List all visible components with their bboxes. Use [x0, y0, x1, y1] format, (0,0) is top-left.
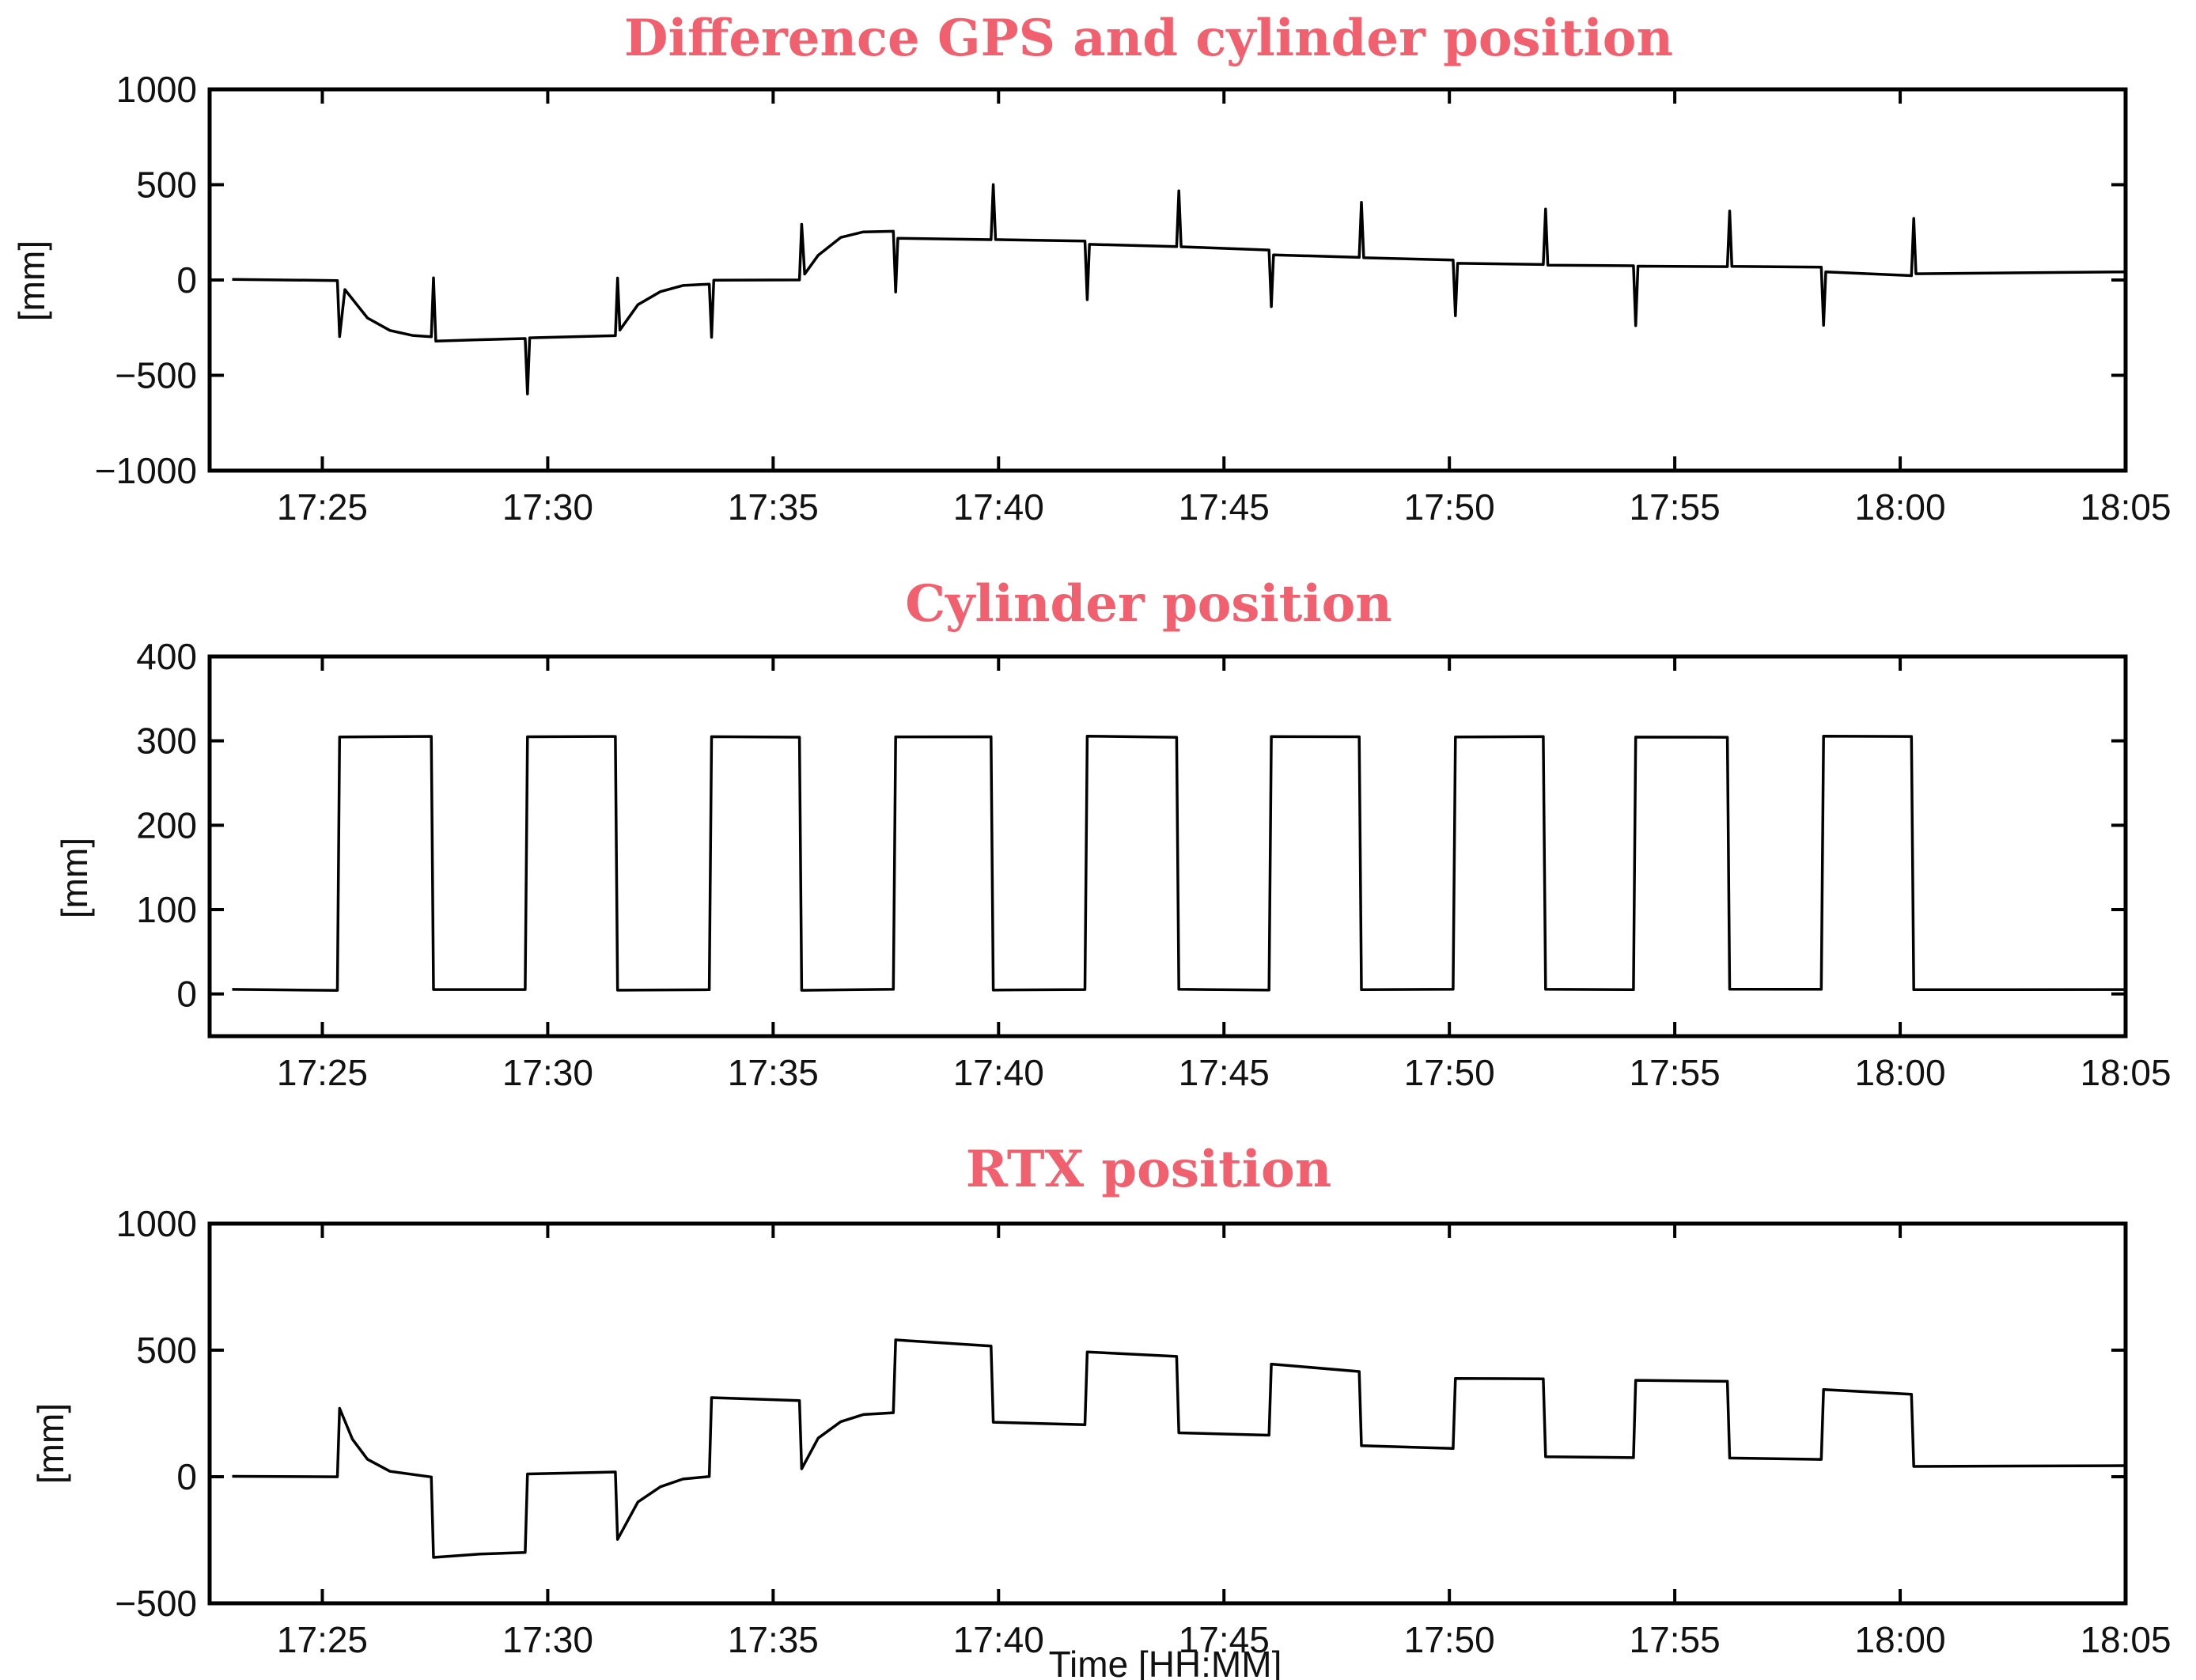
x-tick-label: 18:00	[1854, 1052, 1945, 1093]
x-axis-label: Time [HH:MM]	[1049, 1644, 1282, 1680]
y-tick-label: −500	[115, 355, 197, 396]
x-tick-label: 17:40	[953, 1619, 1044, 1660]
series-line	[232, 183, 2126, 395]
x-tick-label: 17:25	[277, 1052, 368, 1093]
series-line	[232, 1338, 2126, 1559]
plot-frame	[207, 654, 2128, 1039]
y-tick-label: 0	[176, 974, 197, 1015]
plot-frame	[207, 87, 2128, 473]
x-tick-label: 18:05	[2080, 1052, 2171, 1093]
y-tick-label: 0	[176, 259, 197, 301]
x-tick-label: 17:35	[728, 486, 819, 528]
panel-gps-difference: Difference GPS and cylinder position [mm…	[11, 9, 2171, 528]
x-tick-label: 17:30	[502, 486, 593, 528]
x-tick-label: 17:55	[1630, 486, 1721, 528]
x-tick-label: 17:30	[502, 1619, 593, 1660]
x-tick-label: 18:00	[1854, 486, 1945, 528]
x-tick-label: 17:35	[728, 1619, 819, 1660]
y-tick-label: 0	[176, 1456, 197, 1497]
y-tick-label: 200	[136, 804, 197, 846]
y-tick-label: 500	[136, 165, 197, 206]
y-axis-label: [mm]	[11, 240, 52, 321]
x-tick-label: 17:40	[953, 1052, 1044, 1093]
y-tick-label: 500	[136, 1330, 197, 1371]
chart-title: RTX position	[966, 1140, 1332, 1199]
y-axis-label: [mm]	[30, 1403, 71, 1484]
panel-cylinder-position: Cylinder position [mm] 17:25 17:30 17:35 17…	[54, 574, 2171, 1093]
y-tick-label: −1000	[95, 450, 197, 491]
y-tick-label: 1000	[116, 1203, 197, 1244]
x-tick-label: 17:55	[1630, 1052, 1721, 1093]
x-tick-label: 17:35	[728, 1052, 819, 1093]
x-tick-label: 17:25	[277, 486, 368, 528]
y-tick-label: 100	[136, 889, 197, 930]
x-tick-label: 17:45	[1179, 1619, 1270, 1660]
x-tick-label: 17:50	[1404, 1619, 1495, 1660]
y-axis-label: [mm]	[54, 838, 95, 918]
x-tick-label: 18:05	[2080, 1619, 2171, 1660]
x-tick-label: 17:45	[1179, 486, 1270, 528]
chart-title: Cylinder position	[905, 574, 1392, 634]
x-tick-label: 17:30	[502, 1052, 593, 1093]
x-tick-label: 17:55	[1630, 1619, 1721, 1660]
plot-frame	[207, 1221, 2128, 1606]
x-tick-label: 18:05	[2080, 486, 2171, 528]
axis-ticks: 17:25 17:30 17:35 17:40 17:45 17:50 17:55 18:00…	[136, 636, 2171, 1093]
y-tick-label: 1000	[116, 69, 197, 110]
x-tick-label: 17:45	[1179, 1052, 1270, 1093]
chart-title: Difference GPS and cylinder position	[624, 9, 1673, 68]
x-tick-label: 17:50	[1404, 486, 1495, 528]
y-tick-label: −500	[115, 1583, 197, 1624]
axis-ticks: 17:25 17:30 17:35 17:40 17:45 17:50 17:55 18:00…	[115, 1203, 2171, 1660]
y-tick-label: 300	[136, 721, 197, 762]
x-tick-label: 18:00	[1854, 1619, 1945, 1660]
series-line	[232, 734, 2126, 992]
x-tick-label: 17:50	[1404, 1052, 1495, 1093]
panel-rtx-position: RTX position [mm] Time [HH:MM] 17:25 17:3…	[30, 1140, 2171, 1680]
axis-ticks: 17:25 17:30 17:35 17:40 17:45 17:50 17:55 18:00…	[95, 69, 2171, 528]
x-tick-label: 17:25	[277, 1619, 368, 1660]
x-tick-label: 17:40	[953, 486, 1044, 528]
y-tick-label: 400	[136, 636, 197, 677]
